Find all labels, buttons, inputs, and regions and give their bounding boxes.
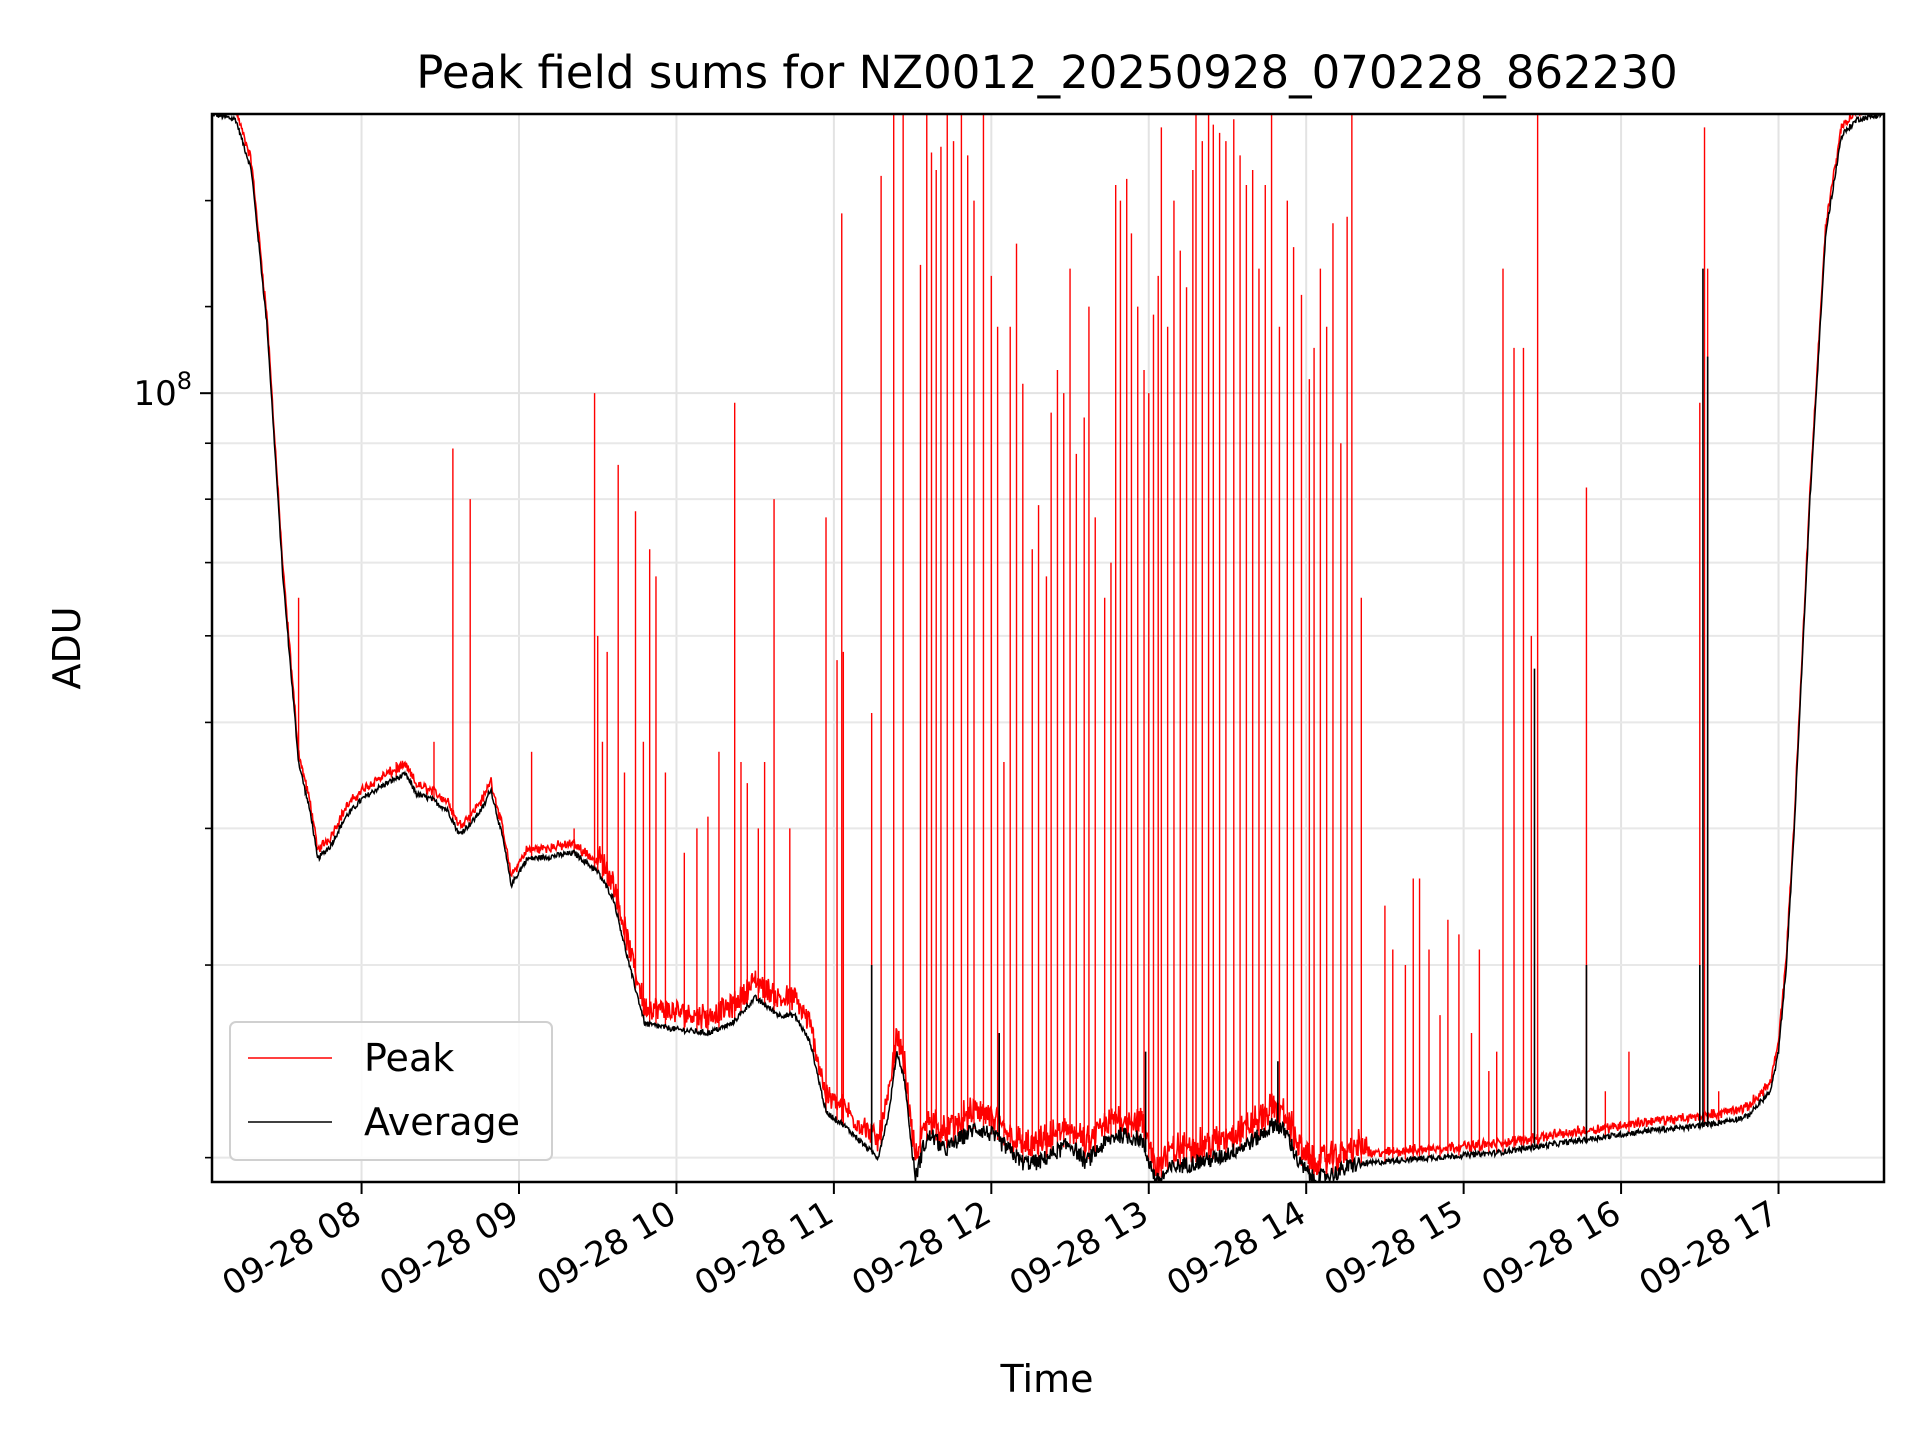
series-line-average (212, 114, 1884, 1182)
y-axis-label: ADU (45, 606, 89, 689)
chart-title: Peak field sums for NZ0012_20250928_0702… (416, 46, 1677, 99)
legend-average-label: Average (364, 1100, 520, 1144)
plot-area (212, 114, 1884, 1182)
plot-frame (210, 112, 1886, 1184)
y-tick-label: 108 (133, 367, 192, 414)
legend-peak-label: Peak (364, 1036, 454, 1080)
x-axis-label: Time (1000, 1357, 1094, 1401)
legend: Peak Average (229, 1021, 553, 1161)
grid (212, 114, 1884, 1182)
legend-box (229, 1021, 553, 1161)
series-layer (212, 114, 1884, 1182)
